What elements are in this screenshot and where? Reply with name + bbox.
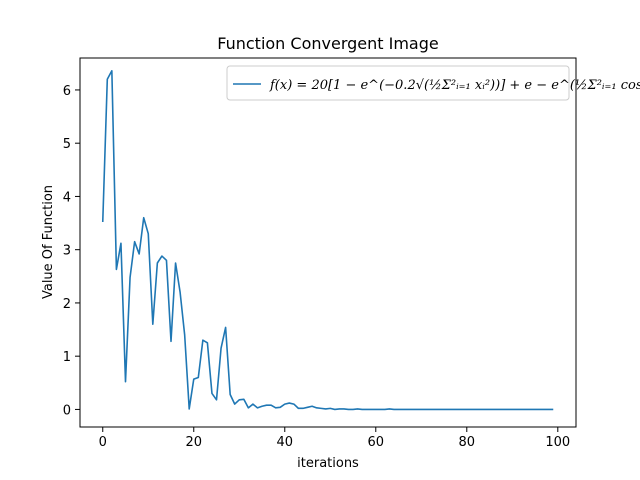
x-tick-label: 100 (545, 435, 570, 450)
legend: f(x) = 20[1 − e^(−0.2√(½Σ²ᵢ₌₁ xᵢ²))] + e… (226, 65, 640, 101)
y-tick-label: 6 (63, 84, 71, 99)
x-axis-label: iterations (297, 456, 359, 471)
series-line (101, 69, 554, 411)
y-tick-label: 4 (63, 190, 71, 205)
x-tick-label: 60 (368, 435, 385, 450)
x-tick-label: 80 (459, 435, 476, 450)
y-tick-label: 0 (63, 403, 71, 418)
y-axis-ticks: 0 1 2 3 4 5 6 (63, 84, 80, 418)
y-tick-label: 1 (63, 350, 71, 365)
y-tick-label: 3 (63, 244, 71, 259)
y-axis-label: Value Of Function (41, 185, 56, 299)
plot-area: 0 20 40 60 80 100 0 1 2 3 4 5 6 (63, 57, 577, 450)
x-axis-ticks: 0 20 40 60 80 100 (99, 427, 570, 450)
x-tick-label: 0 (99, 435, 107, 450)
plot-frame (79, 57, 577, 428)
legend-box (226, 65, 570, 101)
y-tick-label: 5 (63, 137, 71, 152)
y-tick-label: 2 (63, 297, 71, 312)
x-tick-label: 20 (185, 435, 202, 450)
legend-label: f(x) = 20[1 − e^(−0.2√(½Σ²ᵢ₌₁ xᵢ²))] + e… (269, 78, 640, 93)
x-tick-label: 40 (276, 435, 293, 450)
chart-title: Function Convergent Image (217, 34, 438, 53)
